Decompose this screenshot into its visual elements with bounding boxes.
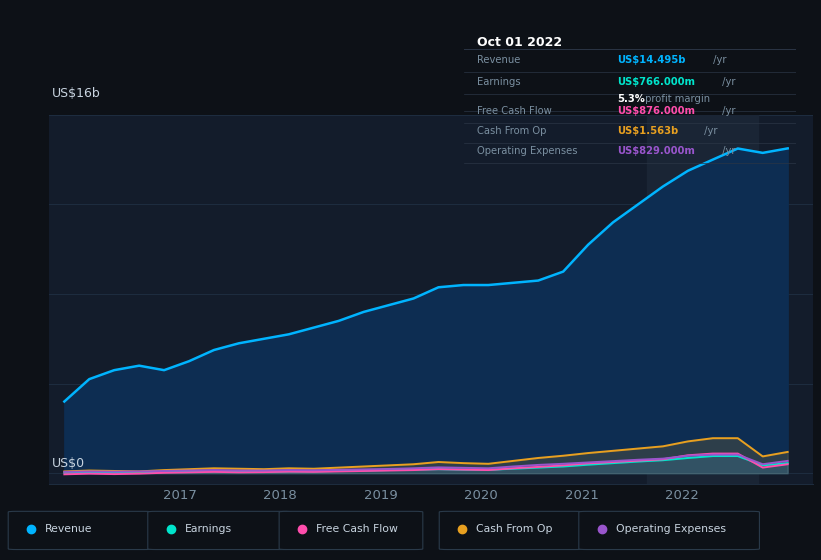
Text: profit margin: profit margin bbox=[642, 94, 710, 104]
Text: US$0: US$0 bbox=[52, 456, 85, 469]
Text: /yr: /yr bbox=[719, 77, 736, 87]
Text: Free Cash Flow: Free Cash Flow bbox=[316, 524, 398, 534]
Text: US$1.563b: US$1.563b bbox=[617, 126, 678, 136]
Text: Revenue: Revenue bbox=[45, 524, 93, 534]
Text: Earnings: Earnings bbox=[477, 77, 521, 87]
Bar bbox=[647, 115, 758, 484]
Text: US$876.000m: US$876.000m bbox=[617, 106, 695, 116]
Text: US$829.000m: US$829.000m bbox=[617, 146, 695, 156]
Text: /yr: /yr bbox=[710, 55, 727, 65]
FancyBboxPatch shape bbox=[148, 511, 291, 549]
FancyBboxPatch shape bbox=[8, 511, 152, 549]
Text: US$16b: US$16b bbox=[52, 87, 100, 100]
Text: US$766.000m: US$766.000m bbox=[617, 77, 695, 87]
FancyBboxPatch shape bbox=[439, 511, 583, 549]
Text: Revenue: Revenue bbox=[477, 55, 521, 65]
Text: Cash From Op: Cash From Op bbox=[476, 524, 553, 534]
Text: /yr: /yr bbox=[719, 146, 736, 156]
Text: /yr: /yr bbox=[700, 126, 717, 136]
FancyBboxPatch shape bbox=[579, 511, 759, 549]
Text: Free Cash Flow: Free Cash Flow bbox=[477, 106, 552, 116]
Text: /yr: /yr bbox=[719, 106, 736, 116]
Text: Earnings: Earnings bbox=[185, 524, 232, 534]
Text: US$14.495b: US$14.495b bbox=[617, 55, 686, 65]
Text: Operating Expenses: Operating Expenses bbox=[477, 146, 578, 156]
Text: 5.3%: 5.3% bbox=[617, 94, 644, 104]
Text: Operating Expenses: Operating Expenses bbox=[616, 524, 726, 534]
Text: Oct 01 2022: Oct 01 2022 bbox=[477, 36, 562, 49]
Text: Cash From Op: Cash From Op bbox=[477, 126, 547, 136]
FancyBboxPatch shape bbox=[279, 511, 423, 549]
